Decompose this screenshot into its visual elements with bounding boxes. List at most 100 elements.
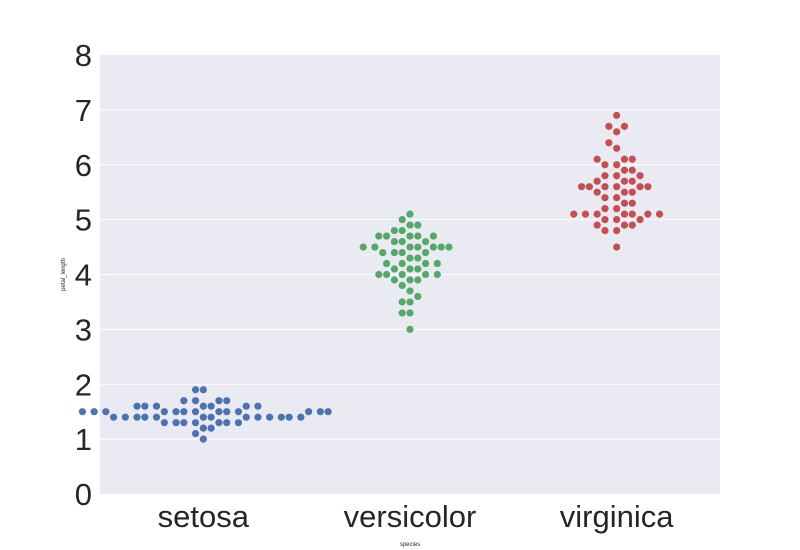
data-point-versicolor xyxy=(406,287,414,295)
data-point-virginica xyxy=(613,128,621,136)
data-point-versicolor xyxy=(422,270,430,279)
data-point-versicolor xyxy=(375,270,383,279)
data-point-versicolor xyxy=(390,248,398,257)
data-point-setosa xyxy=(223,408,231,416)
y-tick-label: 3 xyxy=(75,312,92,347)
data-point-versicolor xyxy=(422,259,430,268)
data-points xyxy=(78,111,664,443)
data-point-setosa xyxy=(191,430,200,438)
data-point-virginica xyxy=(601,205,609,213)
data-point-setosa xyxy=(266,413,274,421)
data-point-versicolor xyxy=(390,227,398,235)
data-point-setosa xyxy=(316,408,324,416)
data-point-virginica xyxy=(620,166,629,174)
data-point-virginica xyxy=(628,210,636,218)
data-point-virginica xyxy=(613,183,621,191)
data-point-versicolor xyxy=(406,232,414,240)
data-point-virginica xyxy=(628,166,636,174)
x-tick-label: setosa xyxy=(158,499,250,534)
data-point-virginica xyxy=(620,177,629,185)
data-point-virginica xyxy=(601,194,609,202)
data-point-setosa xyxy=(191,419,200,427)
data-point-versicolor xyxy=(398,281,406,290)
data-point-setosa xyxy=(199,424,207,432)
data-point-versicolor xyxy=(406,210,414,218)
data-point-setosa xyxy=(254,413,262,421)
data-point-setosa xyxy=(207,413,215,421)
data-point-versicolor xyxy=(390,265,398,273)
data-point-virginica xyxy=(644,183,652,191)
data-point-virginica xyxy=(628,177,636,185)
data-point-versicolor xyxy=(429,243,437,251)
data-point-versicolor xyxy=(406,265,414,273)
data-point-versicolor xyxy=(414,221,422,229)
data-point-versicolor xyxy=(398,298,406,306)
data-point-setosa xyxy=(152,413,161,421)
data-point-setosa xyxy=(141,413,149,421)
data-point-versicolor xyxy=(406,243,414,251)
data-point-versicolor xyxy=(445,243,453,251)
x-tick-label: versicolor xyxy=(344,499,477,534)
data-point-virginica xyxy=(636,216,644,224)
data-point-setosa xyxy=(223,419,231,427)
data-point-virginica xyxy=(601,227,609,235)
data-point-virginica xyxy=(613,227,621,235)
data-point-virginica xyxy=(570,210,578,218)
data-point-setosa xyxy=(102,408,110,416)
data-point-versicolor xyxy=(390,276,398,284)
data-point-versicolor xyxy=(398,270,406,279)
data-point-versicolor xyxy=(390,237,398,246)
data-point-setosa xyxy=(254,402,262,410)
data-point-virginica xyxy=(620,155,629,163)
data-point-versicolor xyxy=(379,248,387,257)
data-point-virginica xyxy=(636,172,644,180)
data-point-virginica xyxy=(613,144,621,152)
data-point-versicolor xyxy=(406,325,414,333)
data-point-versicolor xyxy=(429,232,437,240)
data-point-versicolor xyxy=(359,243,367,251)
data-point-setosa xyxy=(78,408,87,416)
data-point-virginica xyxy=(601,172,609,180)
data-point-setosa xyxy=(242,413,250,421)
data-point-versicolor xyxy=(406,254,414,262)
data-point-virginica xyxy=(613,216,621,224)
data-point-versicolor xyxy=(406,309,414,317)
data-point-versicolor xyxy=(406,276,414,284)
data-point-setosa xyxy=(191,397,200,405)
data-point-setosa xyxy=(215,419,223,427)
data-point-setosa xyxy=(207,402,215,410)
data-point-versicolor xyxy=(414,276,422,284)
data-point-setosa xyxy=(141,402,149,410)
data-point-setosa xyxy=(199,435,207,443)
y-tick-labels: 0 1 2 3 4 5 6 7 8 xyxy=(75,38,92,512)
data-point-versicolor xyxy=(398,227,406,235)
data-point-virginica xyxy=(581,210,590,218)
data-point-versicolor xyxy=(433,259,441,268)
data-point-setosa xyxy=(133,413,141,421)
data-point-setosa xyxy=(234,408,243,416)
data-point-virginica xyxy=(601,183,609,191)
data-point-setosa xyxy=(199,402,207,410)
data-point-setosa xyxy=(160,419,168,427)
data-point-versicolor xyxy=(414,254,422,262)
data-point-setosa xyxy=(110,413,118,421)
x-axis-label: species xyxy=(400,542,420,548)
y-tick-label: 6 xyxy=(75,148,92,183)
data-point-setosa xyxy=(133,402,141,410)
data-point-setosa xyxy=(207,424,215,432)
data-point-versicolor xyxy=(398,237,406,246)
data-point-setosa xyxy=(121,413,129,421)
data-point-setosa xyxy=(223,397,231,405)
data-point-setosa xyxy=(191,408,200,416)
data-point-setosa xyxy=(215,408,223,416)
data-point-setosa xyxy=(180,419,188,427)
data-point-setosa xyxy=(215,397,223,405)
data-point-setosa xyxy=(191,386,200,394)
data-point-versicolor xyxy=(398,216,406,224)
data-point-virginica xyxy=(585,183,593,191)
y-axis-label: petal_length xyxy=(61,258,67,291)
data-point-virginica xyxy=(613,205,621,213)
data-point-virginica xyxy=(613,243,621,251)
data-point-setosa xyxy=(234,419,243,427)
